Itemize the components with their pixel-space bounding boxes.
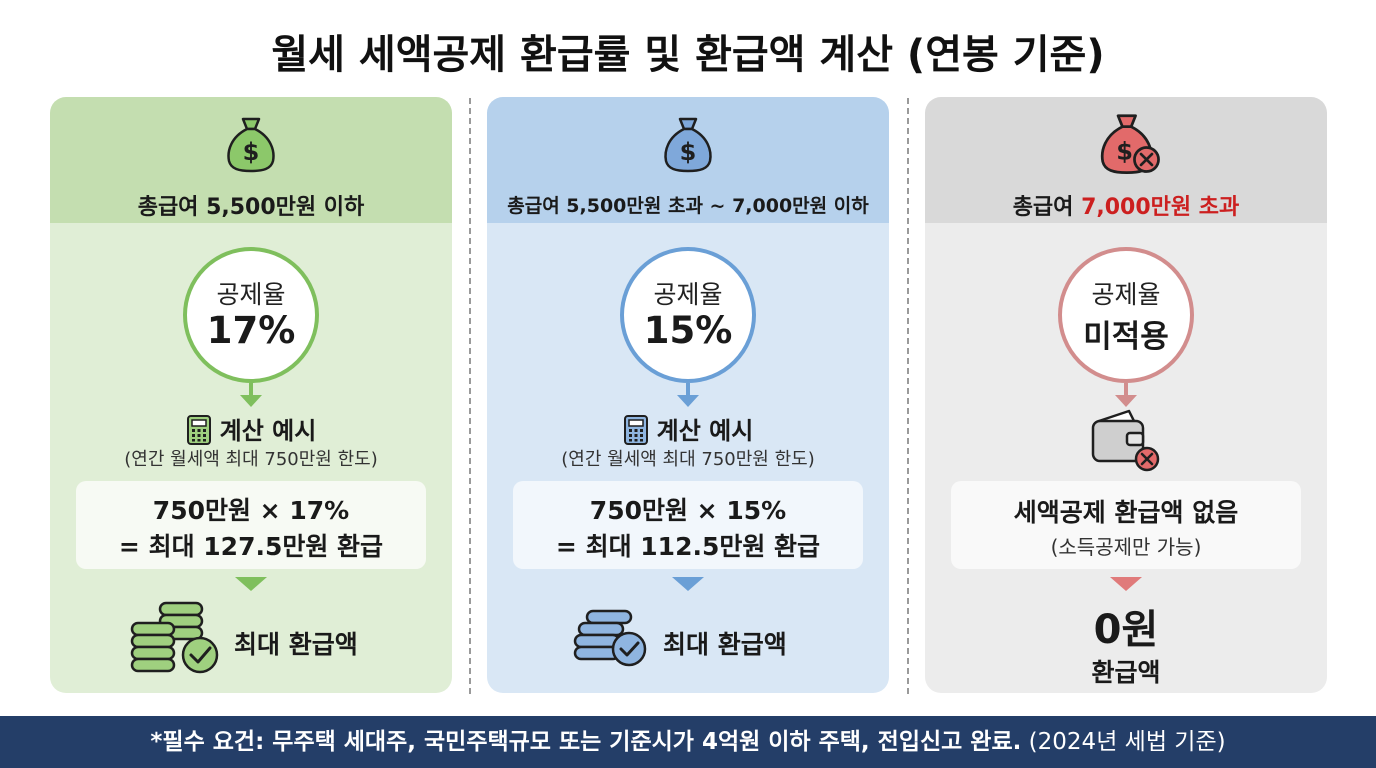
no-refund-box: 세액공제 환급액 없음 (소득공제만 가능) [951, 481, 1301, 569]
example-title: 계산 예시 [487, 411, 889, 446]
rate-circle: 공제율 미적용 [1058, 247, 1194, 383]
money-bag-icon: $ [664, 117, 712, 173]
money-bag-icon: $ [227, 117, 275, 173]
requirements-text: *필수 요건: 무주택 세대주, 국민주택규모 또는 기준시가 4억원 이하 주… [150, 729, 1022, 755]
rate-value: 17% [206, 309, 296, 352]
example-title: 계산 예시 [50, 411, 452, 446]
no-refund-text: 세액공제 환급액 없음 [1013, 498, 1239, 527]
requirements-footer: *필수 요건: 무주택 세대주, 국민주택규모 또는 기준시가 4억원 이하 주… [0, 716, 1376, 768]
rate-label: 공제율 [216, 280, 286, 309]
card-5500-to-7000: $ 총급여 5,500만원 초과 ~ 7,000만원 이하 공제율 15% 계산… [487, 97, 889, 693]
money-bag-x-icon: $ [1100, 114, 1160, 174]
income-deduction-note: (소득공제만 가능) [1050, 535, 1202, 559]
rate-value: 15% [643, 309, 733, 352]
rate-circle: 공제율 15% [620, 247, 756, 383]
rate-label: 공제율 [1091, 280, 1161, 309]
calculation-box: 750만원 × 17% = 최대 127.5만원 환급 [76, 481, 426, 569]
down-triangle [1110, 577, 1142, 591]
down-triangle [235, 577, 267, 591]
rate-value: 미적용 [1083, 319, 1169, 355]
down-triangle [672, 577, 704, 591]
salary-range-label: 총급여 7,000만원 초과 [925, 189, 1327, 221]
calc-result: = 최대 127.5만원 환급 [118, 532, 384, 561]
example-subtitle: (연간 월세액 최대 750만원 한도) [561, 449, 815, 470]
refund-amount-label: 환급액 [1091, 658, 1161, 687]
card-header: $ 총급여 7,000만원 초과 [925, 97, 1327, 223]
salary-range-prefix: 총급여 [1012, 195, 1082, 220]
card-header: $ 총급여 5,500만원 초과 ~ 7,000만원 이하 [487, 97, 889, 223]
card-header: $ 총급여 5,500만원 이하 [50, 97, 452, 223]
calc-formula: 750만원 × 17% [152, 496, 350, 525]
svg-text:$: $ [1116, 138, 1133, 166]
salary-range-highlight: 7,000만원 초과 [1081, 195, 1240, 220]
svg-text:$: $ [680, 138, 697, 166]
tax-law-note: (2024년 세법 기준) [1021, 729, 1226, 755]
coin-stack-check-icon [130, 601, 219, 674]
card-over-7000: $ 총급여 7,000만원 초과 공제율 미적용 세액공제 환급액 없음 (소득… [925, 97, 1327, 693]
calculator-icon [186, 415, 211, 445]
column-divider-right [907, 98, 909, 694]
calc-result: = 최대 112.5만원 환급 [555, 532, 821, 561]
svg-text:$: $ [243, 138, 260, 166]
calculation-box: 750만원 × 15% = 최대 112.5만원 환급 [513, 481, 863, 569]
zero-refund-value: 0원 [1093, 607, 1159, 653]
page-title: 월세 세액공제 환급률 및 환급액 계산 (연봉 기준) [271, 32, 1105, 78]
calculator-icon [623, 415, 648, 445]
max-refund-label: 최대 환급액 [663, 630, 787, 659]
calc-formula: 750만원 × 15% [589, 496, 787, 525]
card-under-5500: $ 총급여 5,500만원 이하 공제율 17% 계산 예시 (연간 월세액 최… [50, 97, 452, 693]
example-title-text: 계산 예시 [656, 417, 754, 445]
coin-stack-check-icon [573, 609, 647, 667]
salary-range-label: 총급여 5,500만원 이하 [137, 195, 365, 220]
rate-label: 공제율 [653, 280, 723, 309]
max-refund-label: 최대 환급액 [234, 630, 358, 659]
salary-range-label: 총급여 5,500만원 초과 ~ 7,000만원 이하 [507, 195, 869, 217]
example-subtitle: (연간 월세액 최대 750만원 한도) [124, 449, 378, 470]
column-divider-left [469, 98, 471, 694]
example-title-text: 계산 예시 [219, 417, 317, 445]
rate-circle: 공제율 17% [183, 247, 319, 383]
empty-wallet-x-icon [1091, 409, 1160, 472]
